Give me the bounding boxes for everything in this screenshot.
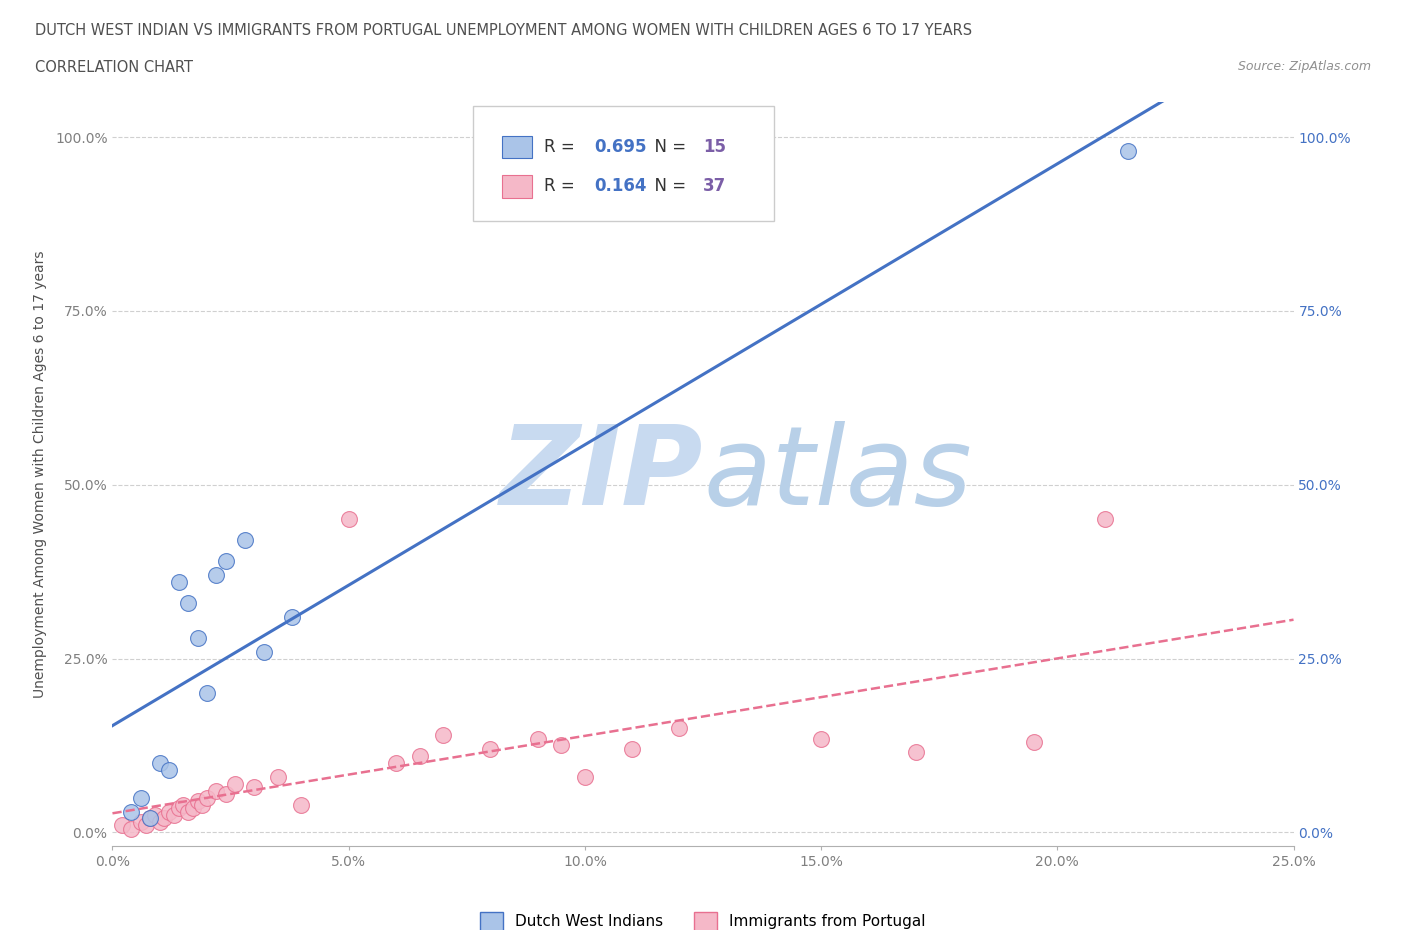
Point [143,807,166,822]
Text: 15: 15 [703,138,725,156]
Point [253,644,276,659]
Point [1022,735,1045,750]
Legend: Dutch West Indians, Immigrants from Portugal: Dutch West Indians, Immigrants from Port… [474,906,932,930]
Text: DUTCH WEST INDIAN VS IMMIGRANTS FROM PORTUGAL UNEMPLOYMENT AMONG WOMEN WITH CHIL: DUTCH WEST INDIAN VS IMMIGRANTS FROM POR… [35,23,973,38]
FancyBboxPatch shape [502,175,531,197]
Text: 0.695: 0.695 [595,138,647,156]
Text: CORRELATION CHART: CORRELATION CHART [35,60,193,75]
Point [149,815,172,830]
Point [1094,512,1116,527]
Point [574,769,596,784]
Point [408,749,430,764]
Point [129,790,152,805]
Text: N =: N = [644,138,692,156]
Point [135,818,157,833]
Point [167,801,190,816]
Point [167,575,190,590]
Point [621,741,644,756]
Point [157,763,180,777]
Point [177,804,200,819]
Point [224,777,246,791]
Point [215,787,238,802]
Point [120,821,142,836]
Text: R =: R = [544,138,579,156]
FancyBboxPatch shape [502,136,531,158]
Point [432,727,454,742]
Text: atlas: atlas [703,420,972,528]
Point [172,797,194,812]
Point [810,731,832,746]
Text: N =: N = [644,178,692,195]
Point [129,815,152,830]
Point [904,745,927,760]
Text: 0.164: 0.164 [595,178,647,195]
Point [149,755,172,770]
Point [550,738,572,753]
Point [205,783,228,798]
Point [191,797,214,812]
Point [139,811,162,826]
Point [290,797,312,812]
Point [479,741,502,756]
Point [205,567,228,582]
Point [153,811,176,826]
FancyBboxPatch shape [472,106,773,221]
Point [215,553,238,568]
Point [668,721,690,736]
Point [120,804,142,819]
Point [526,731,548,746]
Point [195,686,218,701]
Point [111,818,134,833]
Text: R =: R = [544,178,579,195]
Point [233,533,256,548]
Y-axis label: Unemployment Among Women with Children Ages 6 to 17 years: Unemployment Among Women with Children A… [32,250,46,698]
Point [281,609,304,624]
Point [157,804,180,819]
Text: 37: 37 [703,178,727,195]
Point [243,779,266,794]
Point [186,631,208,645]
Text: Source: ZipAtlas.com: Source: ZipAtlas.com [1237,60,1371,73]
Point [177,595,200,610]
Point [267,769,290,784]
Point [337,512,360,527]
Point [181,801,204,816]
Point [163,807,186,822]
Point [195,790,218,805]
Point [385,755,408,770]
Point [1116,143,1139,158]
Point [139,811,162,826]
Text: ZIP: ZIP [499,420,703,528]
Point [186,793,208,808]
